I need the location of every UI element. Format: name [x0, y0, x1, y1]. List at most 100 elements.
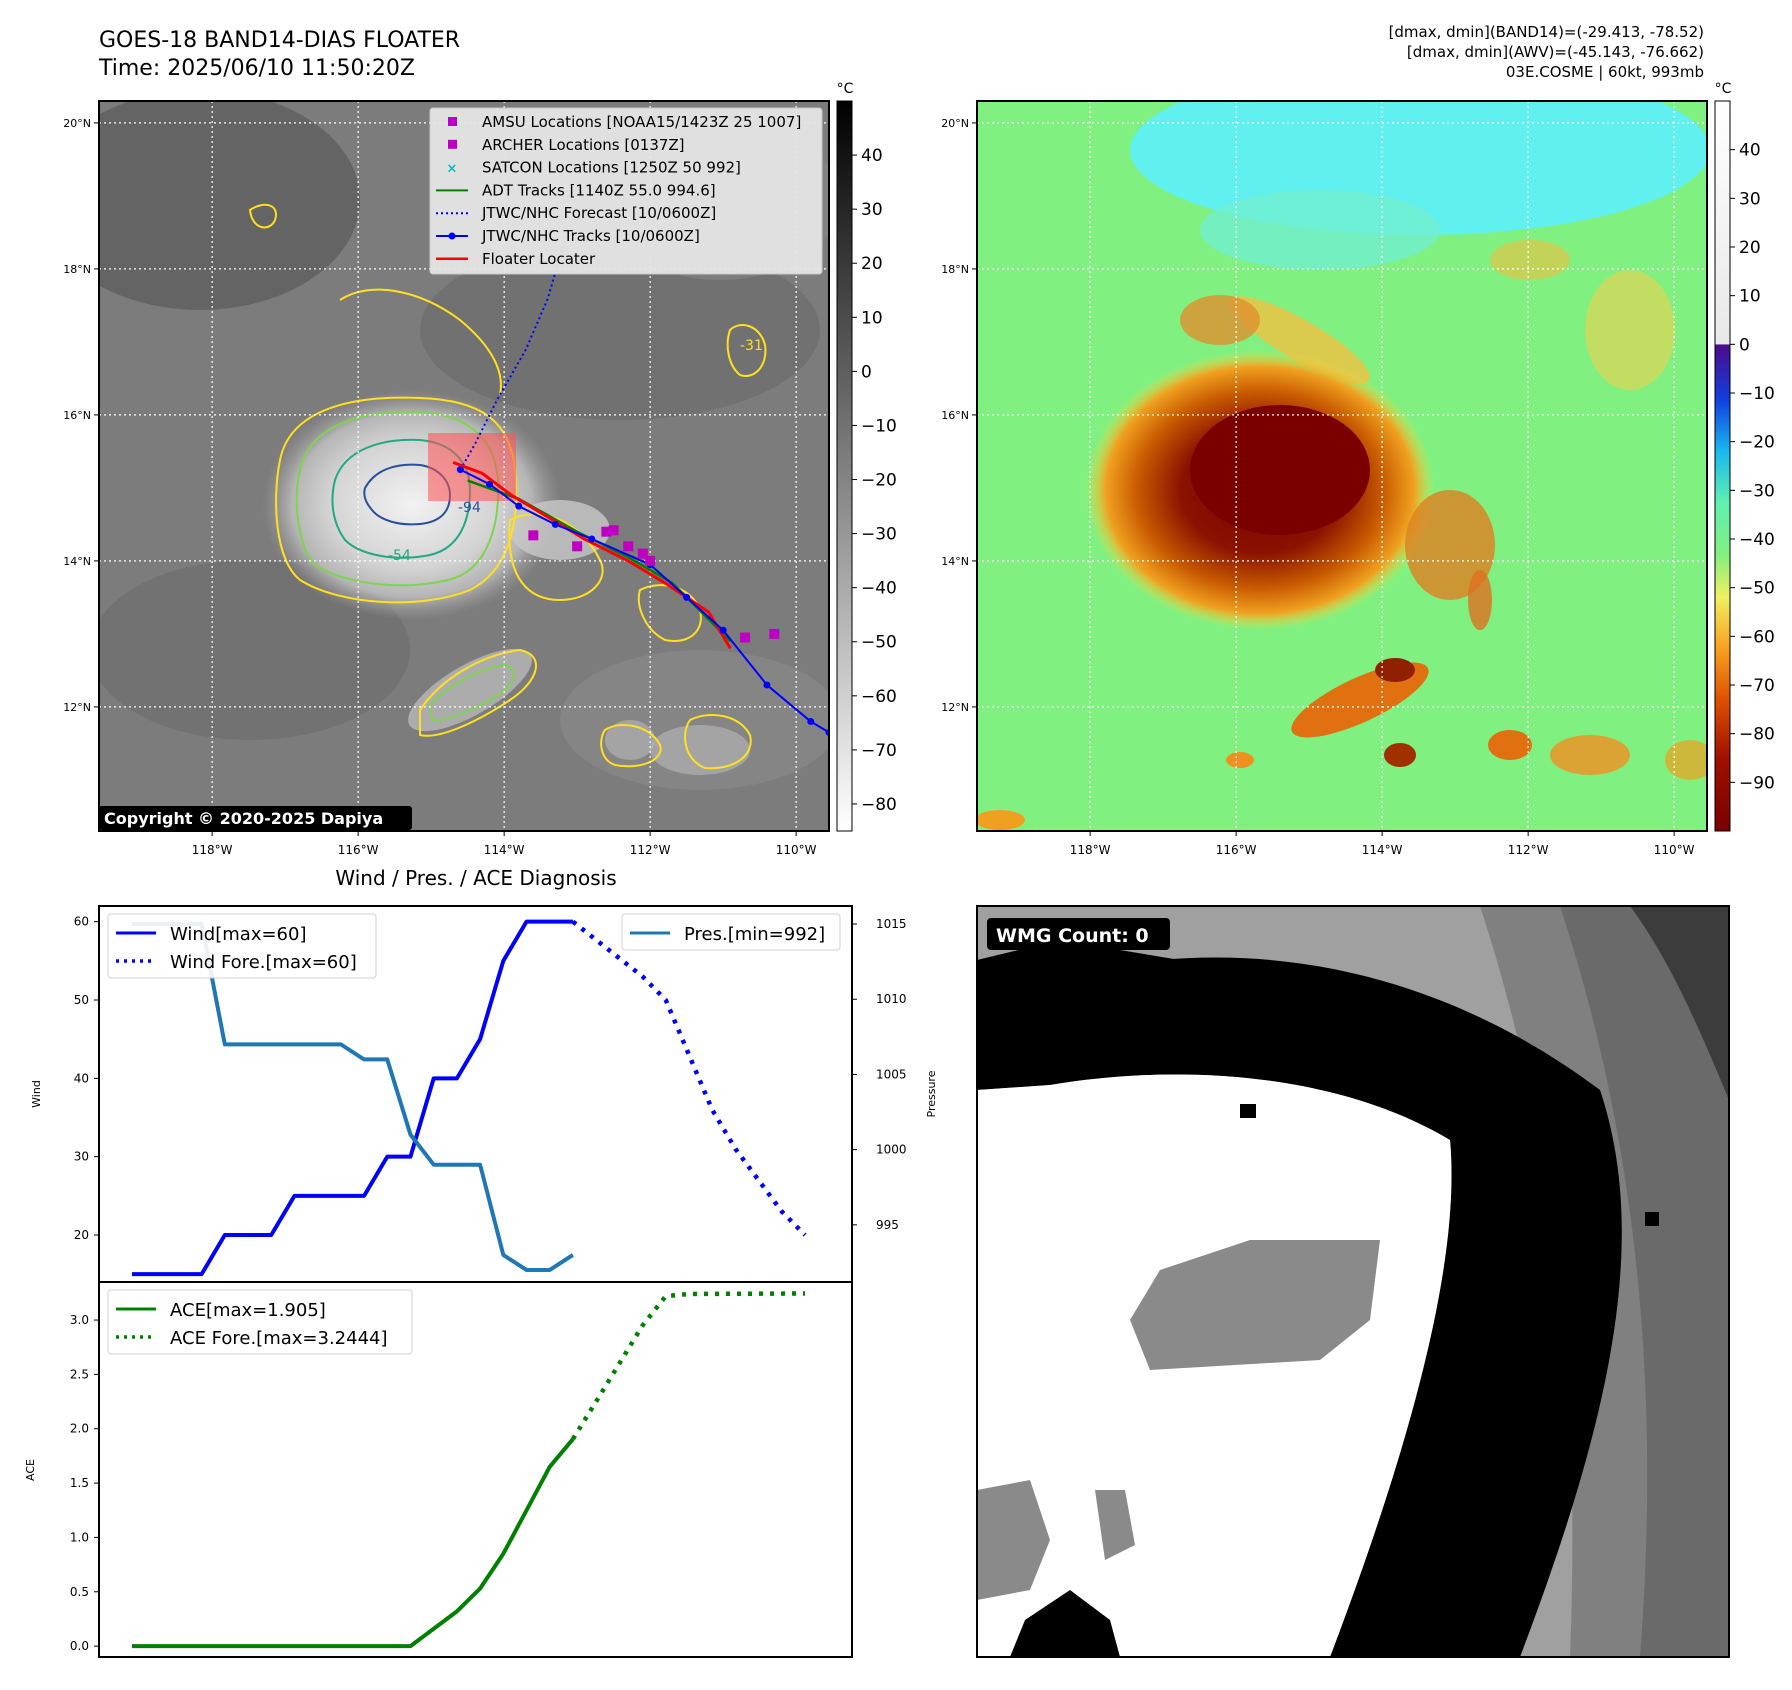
- awv-map-panel: 118°W 116°W 114°W 112°W 110°W 20°N 18°N 16°N 14°…: [941, 81, 1775, 857]
- ir-lat-label: 14°N: [63, 555, 91, 568]
- awv-colorbar-ticks: 40 30 20 10 0 −10 −20 −30 −40 −50 −60 −70 −80 −90: [1730, 141, 1775, 793]
- awv-axes: 118°W 116°W 114°W 112°W 110°W 20°N 18°N 16°N 14°…: [941, 117, 1694, 857]
- awv-colorbar-tick-label: −10: [1739, 384, 1775, 404]
- info-storm: 03E.COSME | 60kt, 993mb: [1505, 63, 1704, 81]
- legend-label: JTWC/NHC Tracks [10/0600Z]: [481, 227, 700, 245]
- amsu-point: [645, 555, 656, 566]
- awv-imagery: [977, 101, 1707, 831]
- ir-colorbar-tick-label: 0: [861, 362, 872, 382]
- awv-colorbar-tick-label: −40: [1739, 530, 1775, 550]
- ir-map-panel: -94 -54 -31 AMSU Locations [NOAA15/1423Z…: [63, 81, 897, 857]
- awv-colorbar-tick-label: −30: [1739, 481, 1775, 501]
- ace-axis-label: ACE: [24, 1459, 37, 1481]
- y-tick-label: 3.0: [70, 1313, 89, 1327]
- ir-colorbar-tick-label: −30: [861, 525, 897, 545]
- ir-colorbar-tick-label: −10: [861, 416, 897, 436]
- ir-lon-label: 118°W: [192, 843, 233, 857]
- ir-lat-label: 18°N: [63, 263, 91, 276]
- pres-legend-label: Pres.[min=992]: [684, 924, 825, 945]
- ir-colorbar-tick-label: −80: [861, 795, 897, 815]
- awv-colorbar-unit: °C: [1715, 81, 1732, 97]
- legend-label: AMSU Locations [NOAA15/1423Z 25 1007]: [482, 113, 801, 131]
- awv-lon-label: 116°W: [1216, 843, 1257, 857]
- amsu-point: [623, 541, 634, 552]
- y-tick-label: 40: [74, 1071, 89, 1085]
- ir-lat-label: 12°N: [63, 701, 91, 714]
- jtwc-track-point: [588, 535, 596, 543]
- awv-lon-label: 114°W: [1362, 843, 1403, 857]
- ir-colorbar-tick-label: −20: [861, 471, 897, 491]
- awv-lon-label: 110°W: [1654, 843, 1695, 857]
- jtwc-track-point: [456, 466, 464, 474]
- awv-map-frame: [976, 100, 1708, 832]
- awv-lat-label: 16°N: [941, 409, 969, 422]
- awv-colorbar-tick-label: 30: [1739, 189, 1761, 209]
- awv-lon-label: 118°W: [1070, 843, 1111, 857]
- awv-colorbar-tick-label: −70: [1739, 676, 1775, 696]
- wind-legend-label: Wind[max=60]: [170, 924, 307, 945]
- series-line: [132, 922, 575, 1272]
- ir-legend: AMSU Locations [NOAA15/1423Z 25 1007] ARC…: [429, 107, 823, 275]
- ir-colorbar-tick-label: −50: [861, 633, 897, 653]
- y-tick-label: 0.5: [70, 1585, 89, 1599]
- jtwc-track-point: [807, 718, 815, 725]
- y-right-tick-label: 995: [876, 1218, 899, 1232]
- awv-lat-label: 12°N: [941, 701, 969, 714]
- y-tick-label: 30: [74, 1150, 89, 1164]
- awv-gridlines: [977, 101, 1707, 831]
- wmg-count-label: WMG Count: 0: [996, 925, 1149, 947]
- awv-colorbar: [1714, 100, 1731, 832]
- ir-colorbar-tick-label: −40: [861, 579, 897, 599]
- amsu-point: [769, 628, 780, 639]
- legend-marker-cross: ×: [447, 162, 458, 177]
- awv-colorbar-tick-label: −50: [1739, 579, 1775, 599]
- legend-marker-square: [448, 117, 457, 126]
- awv-colorbar-tick-label: 40: [1739, 141, 1761, 161]
- ir-colorbar-tick-label: −70: [861, 741, 897, 761]
- y-tick-label: 1.5: [70, 1476, 89, 1490]
- wind-pres-chart: Wind / Pres. / ACE Diagnosis 20 30 40 50 60 9…: [30, 866, 938, 1283]
- legend-marker-dot: [448, 232, 456, 240]
- y-tick-label: 20: [74, 1228, 89, 1242]
- ir-axes: 118°W 116°W 114°W 112°W 110°W 20°N 18°N 16°N 14°…: [63, 117, 816, 857]
- awv-lat-label: 18°N: [941, 263, 969, 276]
- pressure-axis-label: Pressure: [925, 1070, 938, 1117]
- wmg-panel: WMG Count: 0: [976, 905, 1730, 1658]
- y-tick-label: 60: [74, 915, 89, 929]
- ace-fore-legend-label: ACE Fore.[max=3.2444]: [170, 1328, 388, 1349]
- wind-fore-legend-label: Wind Fore.[max=60]: [170, 952, 357, 973]
- wind-axis-label: Wind: [30, 1080, 43, 1108]
- y-right-tick-label: 1015: [876, 917, 907, 931]
- contour-label: -54: [388, 548, 411, 564]
- copyright-badge: [99, 806, 412, 830]
- awv-lat-label: 20°N: [941, 117, 969, 130]
- jtwc-track-point: [486, 480, 494, 488]
- ir-lon-label: 116°W: [338, 843, 379, 857]
- legend-label: JTWC/NHC Forecast [10/0600Z]: [481, 204, 716, 222]
- awv-colorbar-tick-label: −60: [1739, 627, 1775, 647]
- amsu-point: [528, 530, 539, 541]
- y-tick-label: 50: [74, 993, 89, 1007]
- ace-legend-label: ACE[max=1.905]: [170, 1300, 326, 1321]
- ir-colorbar: [836, 100, 853, 832]
- amsu-point: [572, 541, 583, 552]
- amsu-point: [740, 632, 751, 643]
- jtwc-track-point: [551, 520, 559, 528]
- jtwc-track-point: [515, 502, 523, 510]
- y-tick-label: 1.0: [70, 1530, 89, 1544]
- ir-colorbar-tick-label: 40: [861, 146, 883, 166]
- y-tick-label: 2.0: [70, 1422, 89, 1436]
- series-line: [571, 919, 807, 1237]
- info-band14: [dmax, dmin](BAND14)=(-29.413, -78.52): [1388, 23, 1704, 41]
- floater-box: [428, 433, 516, 501]
- awv-lon-label: 112°W: [1508, 843, 1549, 857]
- ace-axes: 0.0 0.5 1.0 1.5 2.0 2.5 3.0: [70, 1313, 99, 1653]
- series-line: [132, 1437, 575, 1649]
- ir-map-frame: [98, 100, 830, 832]
- pres-legend: Pres.[min=992]: [621, 913, 841, 951]
- series-line: [132, 919, 573, 1277]
- floater-track-line: [452, 460, 732, 650]
- awv-colorbar-tick-label: 20: [1739, 238, 1761, 258]
- info-awv: [dmax, dmin](AWV)=(-45.143, -76.662): [1406, 43, 1704, 61]
- awv-colorbar-tick-label: −20: [1739, 433, 1775, 453]
